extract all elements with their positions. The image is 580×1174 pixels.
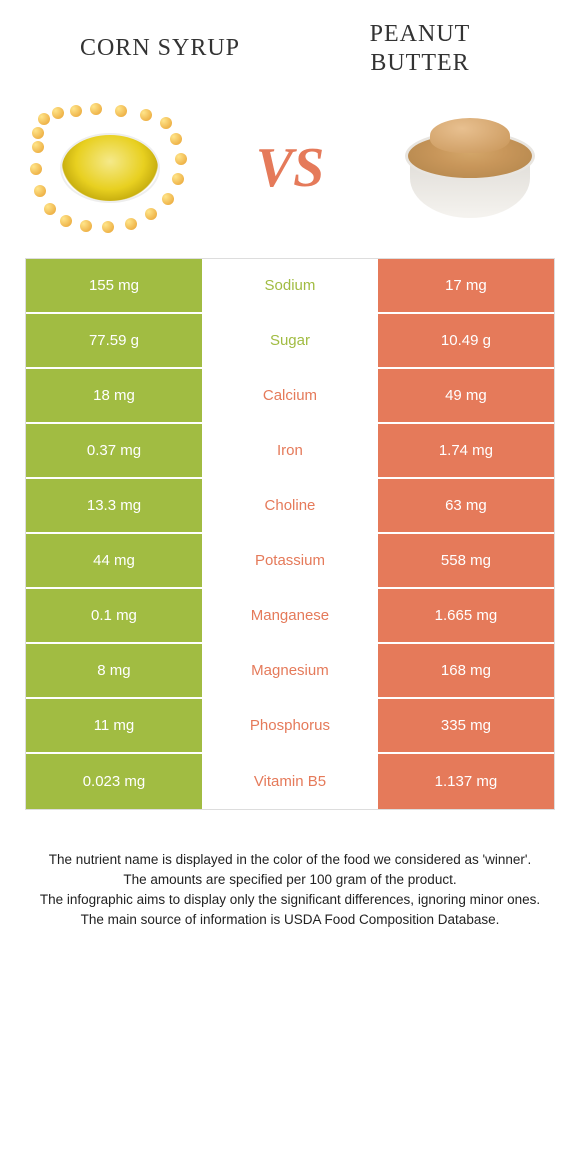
- cell-nutrient-name: Vitamin B5: [202, 754, 378, 809]
- table-row: 8 mgMagnesium168 mg: [26, 644, 554, 699]
- cell-left-value: 44 mg: [26, 534, 202, 587]
- cell-right-value: 10.49 g: [378, 314, 554, 367]
- cell-nutrient-name: Iron: [202, 424, 378, 477]
- table-row: 0.37 mgIron1.74 mg: [26, 424, 554, 479]
- footer-line: The nutrient name is displayed in the co…: [30, 850, 550, 870]
- cell-right-value: 63 mg: [378, 479, 554, 532]
- peanut-butter-image: [390, 98, 550, 238]
- cell-left-value: 155 mg: [26, 259, 202, 312]
- cell-left-value: 11 mg: [26, 699, 202, 752]
- cell-left-value: 0.023 mg: [26, 754, 202, 809]
- table-row: 77.59 gSugar10.49 g: [26, 314, 554, 369]
- corn-syrup-image: [30, 98, 190, 238]
- table-row: 0.023 mgVitamin B51.137 mg: [26, 754, 554, 809]
- cell-right-value: 49 mg: [378, 369, 554, 422]
- cell-left-value: 8 mg: [26, 644, 202, 697]
- cell-nutrient-name: Sugar: [202, 314, 378, 367]
- cell-right-value: 1.137 mg: [378, 754, 554, 809]
- table-row: 44 mgPotassium558 mg: [26, 534, 554, 589]
- cell-right-value: 1.665 mg: [378, 589, 554, 642]
- header: CORN SYRUP PEANUTBUTTER: [0, 0, 580, 88]
- cell-nutrient-name: Potassium: [202, 534, 378, 587]
- cell-nutrient-name: Magnesium: [202, 644, 378, 697]
- cell-left-value: 77.59 g: [26, 314, 202, 367]
- cell-right-value: 558 mg: [378, 534, 554, 587]
- cell-left-value: 13.3 mg: [26, 479, 202, 532]
- cell-nutrient-name: Phosphorus: [202, 699, 378, 752]
- table-row: 155 mgSodium17 mg: [26, 259, 554, 314]
- cell-left-value: 0.1 mg: [26, 589, 202, 642]
- title-corn-syrup: CORN SYRUP: [30, 35, 290, 62]
- title-peanut-butter: PEANUTBUTTER: [290, 20, 550, 78]
- footer-line: The infographic aims to display only the…: [30, 890, 550, 910]
- vs-label: VS: [256, 136, 325, 200]
- footer-line: The amounts are specified per 100 gram o…: [30, 870, 550, 890]
- footer-notes: The nutrient name is displayed in the co…: [0, 810, 580, 931]
- footer-line: The main source of information is USDA F…: [30, 910, 550, 930]
- table-row: 0.1 mgManganese1.665 mg: [26, 589, 554, 644]
- comparison-table: 155 mgSodium17 mg77.59 gSugar10.49 g18 m…: [25, 258, 555, 810]
- cell-nutrient-name: Calcium: [202, 369, 378, 422]
- table-row: 13.3 mgCholine63 mg: [26, 479, 554, 534]
- table-row: 18 mgCalcium49 mg: [26, 369, 554, 424]
- images-row: VS: [0, 88, 580, 258]
- cell-nutrient-name: Manganese: [202, 589, 378, 642]
- cell-right-value: 168 mg: [378, 644, 554, 697]
- cell-right-value: 335 mg: [378, 699, 554, 752]
- cell-nutrient-name: Choline: [202, 479, 378, 532]
- cell-left-value: 18 mg: [26, 369, 202, 422]
- cell-right-value: 17 mg: [378, 259, 554, 312]
- table-row: 11 mgPhosphorus335 mg: [26, 699, 554, 754]
- cell-nutrient-name: Sodium: [202, 259, 378, 312]
- cell-left-value: 0.37 mg: [26, 424, 202, 477]
- cell-right-value: 1.74 mg: [378, 424, 554, 477]
